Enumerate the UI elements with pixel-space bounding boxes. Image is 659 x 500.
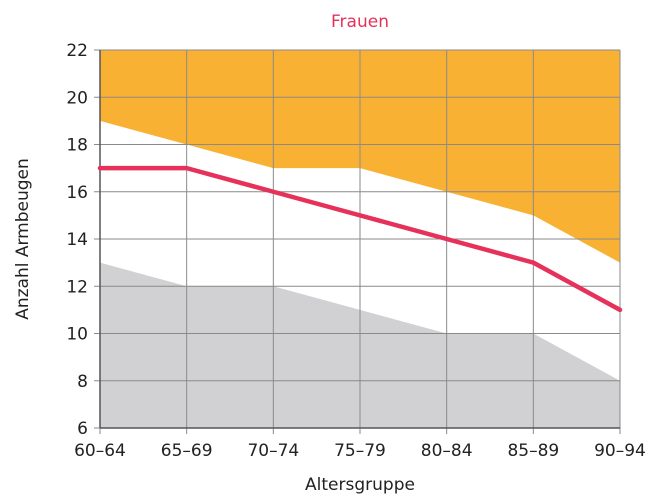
x-axis-title: Altersgruppe: [305, 475, 415, 495]
y-tick-label: 22: [66, 41, 88, 61]
y-tick-label: 18: [66, 136, 88, 156]
x-tick-label: 60–64: [74, 441, 126, 461]
y-tick-label: 8: [77, 372, 88, 392]
x-tick-label: 80–84: [421, 441, 473, 461]
y-axis-title: Anzahl Armbeugen: [13, 158, 33, 320]
y-tick-label: 10: [66, 325, 88, 345]
y-tick-label: 20: [66, 88, 88, 108]
y-tick-label: 14: [66, 230, 88, 250]
x-tick-label: 65–69: [161, 441, 213, 461]
x-tick-label: 70–74: [247, 441, 299, 461]
y-tick-label: 12: [66, 277, 88, 297]
chart-title: Frauen: [331, 12, 389, 32]
y-tick-label: 16: [66, 183, 88, 203]
x-tick-label: 90–94: [594, 441, 646, 461]
x-tick-label: 75–79: [334, 441, 386, 461]
y-tick-label: 6: [77, 419, 88, 439]
x-tick-label: 85–89: [507, 441, 559, 461]
line-series: [97, 165, 623, 313]
